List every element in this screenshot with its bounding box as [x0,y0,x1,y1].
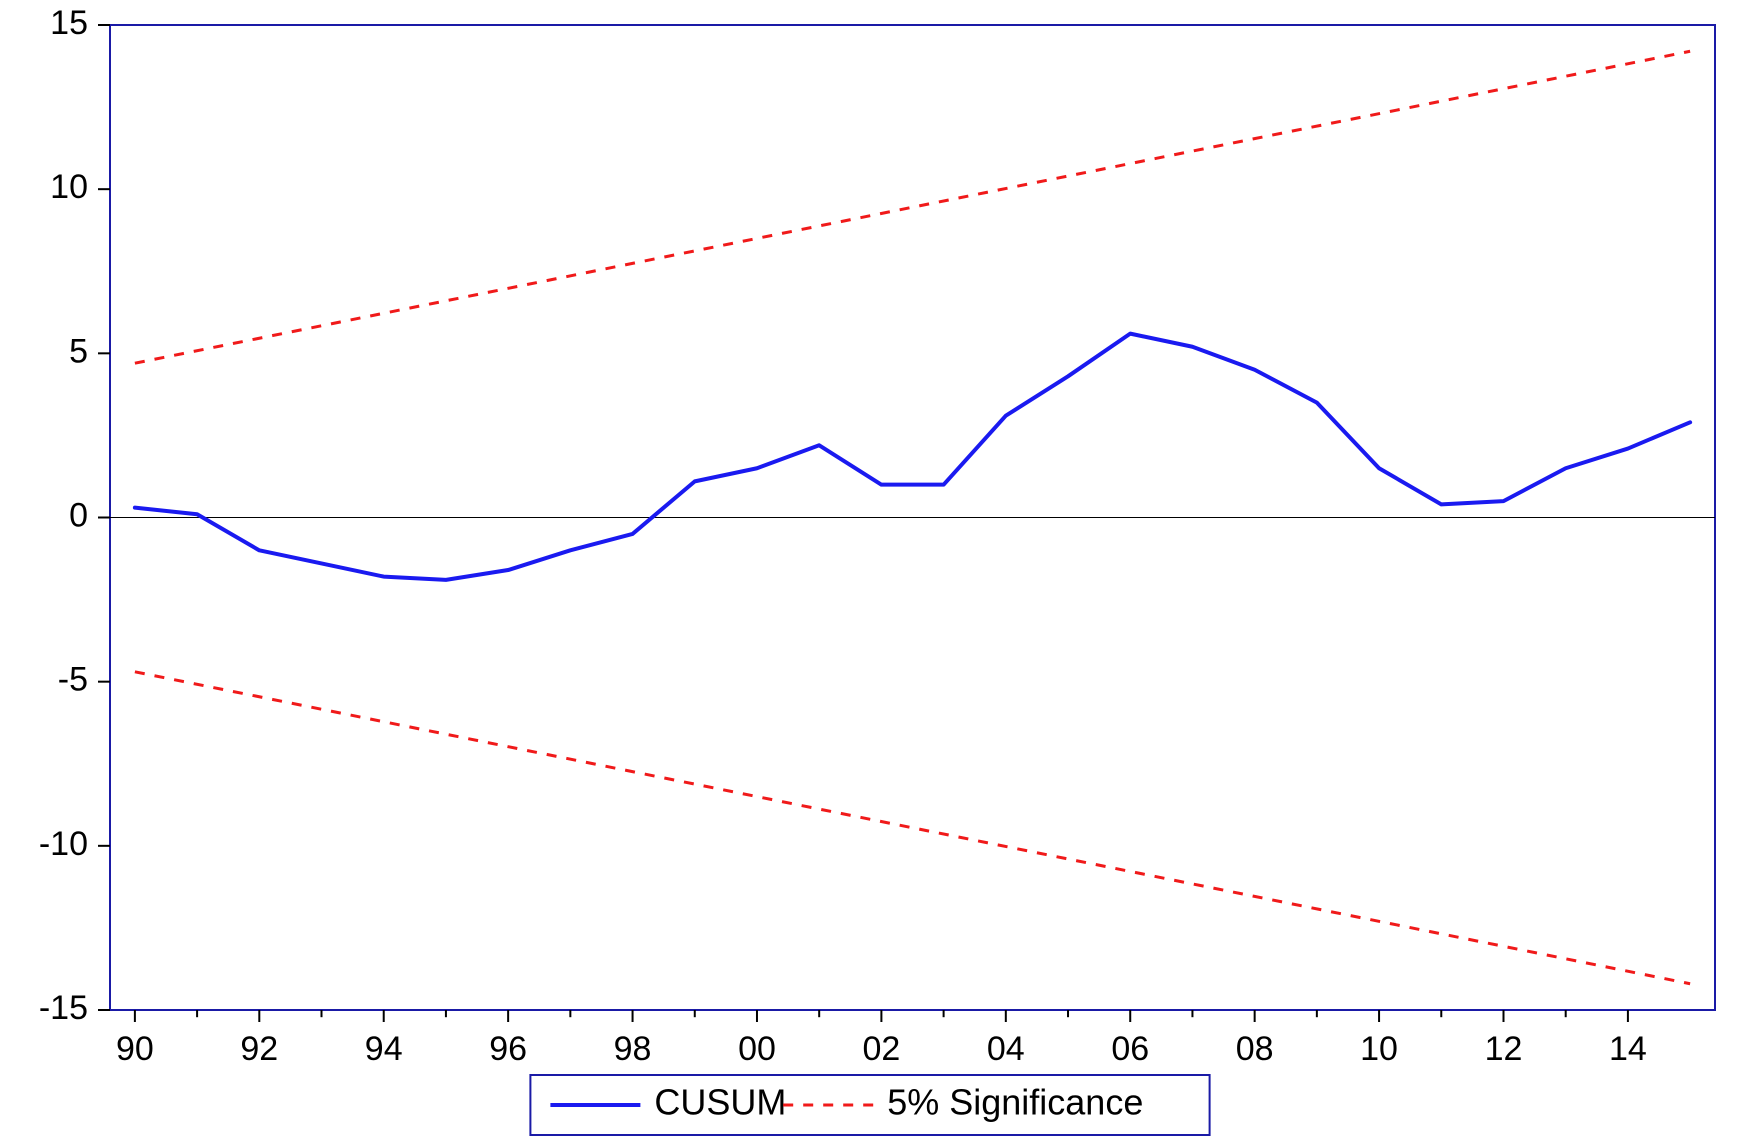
y-tick-label: 0 [69,496,88,534]
x-tick-label: 98 [614,1030,652,1068]
x-tick-label: 02 [862,1030,900,1068]
x-tick-label: 10 [1360,1030,1398,1068]
x-tick-label: 00 [738,1030,776,1068]
x-tick-label: 04 [987,1030,1025,1068]
legend-label-sig_upper: 5% Significance [887,1082,1143,1123]
y-tick-label: 15 [50,4,88,42]
x-tick-label: 90 [116,1030,154,1068]
x-tick-label: 12 [1485,1030,1523,1068]
x-tick-label: 14 [1609,1030,1647,1068]
chart-svg: -15 -10 -5 0 5 10 15 90 92 94 96 98 00 02 04 06 08 10 12 14… [0,0,1741,1148]
x-tick-label: 92 [240,1030,278,1068]
cusum-chart: -15 -10 -5 0 5 10 15 90 92 94 96 98 00 02 04 06 08 10 12 14… [0,0,1741,1148]
x-tick-label: 06 [1111,1030,1149,1068]
y-tick-label: -5 [58,661,88,699]
y-tick-label: -10 [39,825,88,863]
x-tick-label: 08 [1236,1030,1274,1068]
y-tick-label: -15 [39,989,88,1027]
legend-label-cusum: CUSUM [654,1082,786,1123]
y-tick-label: 5 [69,332,88,370]
x-tick-label: 96 [489,1030,527,1068]
legend: CUSUM 5% Significance [530,1075,1209,1135]
y-tick-label: 10 [50,168,88,206]
x-tick-label: 94 [365,1030,403,1068]
